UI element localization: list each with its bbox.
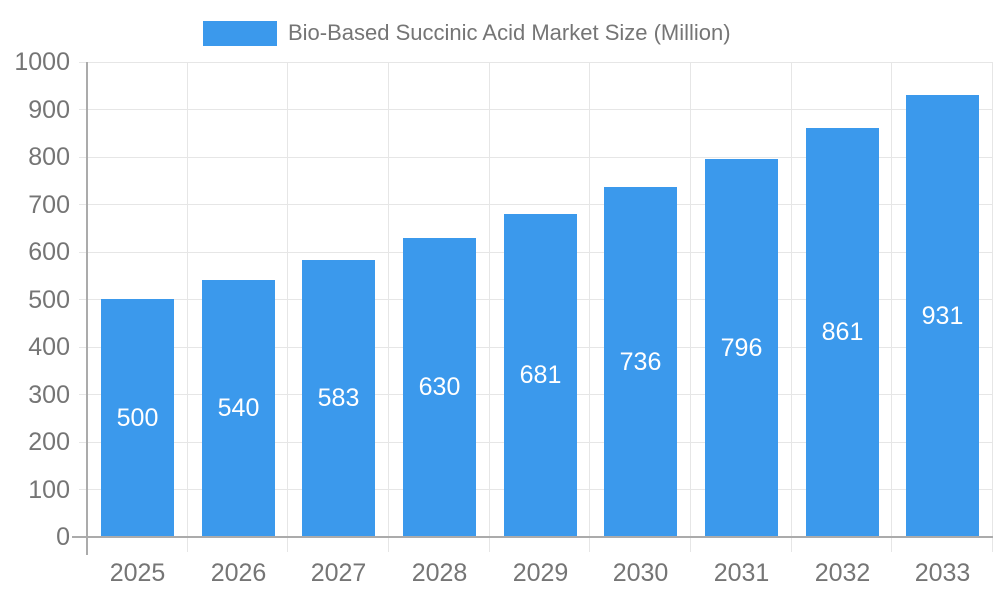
x-gridline (891, 62, 892, 552)
y-gridline (79, 109, 993, 110)
bar-value-label: 630 (418, 373, 461, 401)
legend-label: Bio-Based Succinic Acid Market Size (Mil… (288, 20, 731, 45)
y-axis-tick-label: 0 (56, 523, 70, 551)
bar-2030: 736 (604, 187, 677, 537)
x-axis-tick-label: 2030 (612, 559, 669, 587)
x-gridline (690, 62, 691, 552)
bar-value-label: 736 (619, 347, 662, 376)
bar-2029: 681 (504, 214, 577, 537)
bar-value-label: 540 (217, 394, 260, 422)
y-axis-tick-label: 800 (28, 143, 70, 171)
x-axis-tick-label: 2029 (512, 559, 569, 587)
bar-value-label: 500 (116, 403, 159, 432)
y-axis-tick-label: 200 (28, 428, 70, 456)
y-axis-tick-label: 100 (28, 476, 70, 504)
y-axis-tick-label: 600 (28, 238, 70, 266)
y-axis-tick-label: 300 (28, 381, 70, 409)
y-axis-tick-label: 400 (28, 333, 70, 361)
x-gridline (287, 62, 288, 552)
plot-area: 500 540 583 630 681 736 796 861 931 (72, 62, 993, 555)
bar-2032: 861 (806, 128, 879, 537)
bar-2033: 931 (906, 95, 979, 537)
y-axis-tick-label: 500 (28, 286, 70, 314)
x-gridline (589, 62, 590, 552)
bar-value-label: 681 (519, 361, 562, 389)
x-gridline (388, 62, 389, 552)
y-gridline (79, 62, 993, 63)
x-axis-tick-label: 2025 (109, 559, 166, 587)
y-gridline (79, 204, 993, 205)
bar-2028: 630 (403, 238, 476, 537)
legend-swatch-icon (203, 20, 277, 46)
x-axis-tick-label: 2032 (814, 559, 871, 587)
x-axis-tick-label: 2026 (210, 559, 267, 587)
bar-2027: 583 (302, 260, 375, 537)
y-gridline (79, 157, 993, 158)
x-axis-line (72, 536, 993, 538)
y-axis-tick-label: 700 (28, 191, 70, 219)
x-gridline (489, 62, 490, 552)
x-axis-tick-label: 2027 (310, 559, 367, 587)
x-axis-tick-label: 2031 (713, 559, 770, 587)
bar-value-label: 861 (821, 318, 864, 346)
x-axis-tick-label: 2033 (914, 559, 971, 587)
x-gridline (187, 62, 188, 552)
bar-2025: 500 (101, 299, 174, 537)
bar-value-label: 931 (921, 301, 964, 330)
y-axis-tick-label: 900 (28, 96, 70, 124)
bar-2031: 796 (705, 159, 778, 537)
x-gridline (791, 62, 792, 552)
x-axis-tick-label: 2028 (411, 559, 468, 587)
x-gridline (992, 62, 993, 552)
y-axis-line (86, 62, 88, 555)
bar-value-label: 796 (720, 333, 763, 362)
legend-item[interactable]: Bio-Based Succinic Acid Market Size (Mil… (203, 20, 731, 46)
y-axis-tick-label: 1000 (14, 48, 70, 76)
bar-value-label: 583 (317, 384, 360, 412)
bar-2026: 540 (202, 280, 275, 537)
